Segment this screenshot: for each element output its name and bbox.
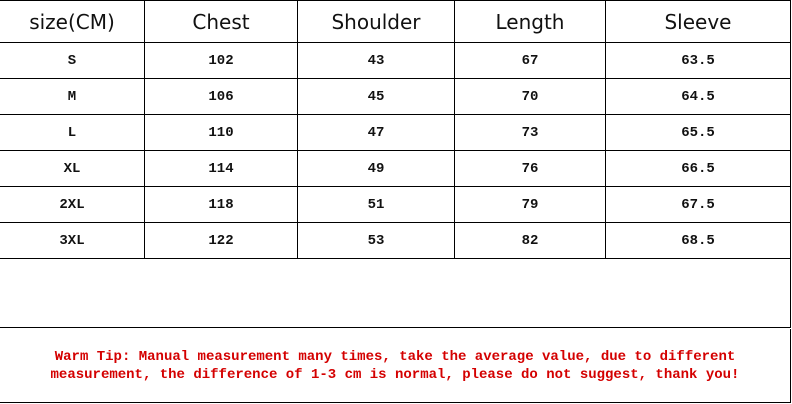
cell-shoulder: 45 [297, 78, 455, 115]
table-row: L 110 47 73 65.5 [0, 114, 791, 151]
table-row: 2XL 118 51 79 67.5 [0, 186, 791, 223]
cell-shoulder: 51 [297, 186, 455, 223]
warm-tip-line-1: Warm Tip: Manual measurement many times,… [54, 348, 736, 365]
table-row: 3XL 122 53 82 68.5 [0, 222, 791, 259]
cell-size: 2XL [0, 186, 145, 223]
empty-row [0, 257, 791, 328]
cell-chest: 114 [144, 150, 298, 187]
cell-chest: 106 [144, 78, 298, 115]
cell-sleeve: 63.5 [605, 42, 791, 79]
cell-length: 82 [454, 222, 606, 259]
header-shoulder: Shoulder [297, 0, 455, 43]
header-row: size(CM) Chest Shoulder Length Sleeve [0, 0, 791, 43]
warm-tip: Warm Tip: Manual measurement many times,… [0, 329, 791, 403]
header-sleeve: Sleeve [605, 0, 791, 43]
cell-sleeve: 65.5 [605, 114, 791, 151]
cell-sleeve: 64.5 [605, 78, 791, 115]
cell-shoulder: 49 [297, 150, 455, 187]
warm-tip-line-2: measurement, the difference of 1-3 cm is… [50, 366, 740, 383]
cell-chest: 110 [144, 114, 298, 151]
cell-length: 79 [454, 186, 606, 223]
cell-size: S [0, 42, 145, 79]
cell-length: 76 [454, 150, 606, 187]
cell-length: 73 [454, 114, 606, 151]
cell-sleeve: 67.5 [605, 186, 791, 223]
cell-chest: 102 [144, 42, 298, 79]
header-length: Length [454, 0, 606, 43]
cell-sleeve: 66.5 [605, 150, 791, 187]
cell-size: L [0, 114, 145, 151]
cell-chest: 118 [144, 186, 298, 223]
table-row: S 102 43 67 63.5 [0, 42, 791, 79]
cell-shoulder: 53 [297, 222, 455, 259]
cell-chest: 122 [144, 222, 298, 259]
table-row: M 106 45 70 64.5 [0, 78, 791, 115]
header-size: size(CM) [0, 0, 145, 43]
table-row: XL 114 49 76 66.5 [0, 150, 791, 187]
header-chest: Chest [144, 0, 298, 43]
cell-size: 3XL [0, 222, 145, 259]
cell-size: M [0, 78, 145, 115]
cell-length: 70 [454, 78, 606, 115]
cell-shoulder: 47 [297, 114, 455, 151]
cell-size: XL [0, 150, 145, 187]
cell-sleeve: 68.5 [605, 222, 791, 259]
cell-length: 67 [454, 42, 606, 79]
cell-shoulder: 43 [297, 42, 455, 79]
